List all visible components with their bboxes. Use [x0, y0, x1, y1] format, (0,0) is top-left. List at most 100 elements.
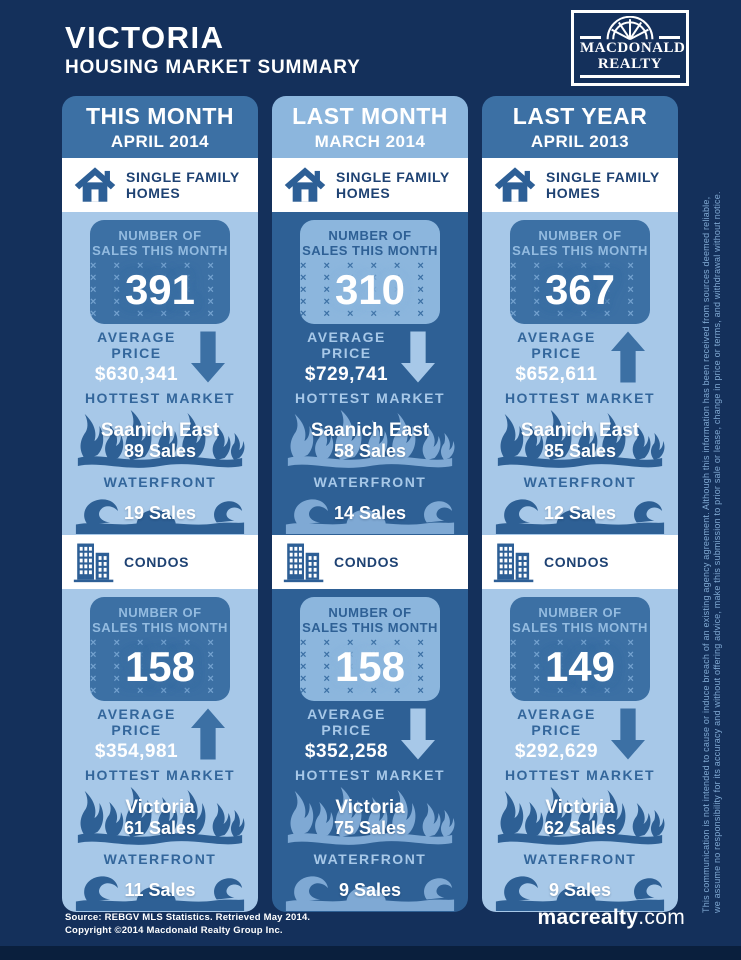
waterfront-sales-value: 11 Sales	[124, 879, 196, 900]
source-line1: Source: REBGV MLS Statistics. Retrieved …	[65, 912, 311, 923]
hottest-market-sales: 61 Sales	[123, 817, 197, 838]
buildings-icon	[283, 541, 325, 583]
sales-count-box: NUMBER OF SALES THIS MONTH × × × × × × ×…	[510, 220, 650, 324]
waterfront-block: 11 Sales	[72, 869, 248, 911]
legal-disclaimer: This communication is not intended to ca…	[701, 95, 723, 913]
buildings-icon	[73, 541, 115, 583]
condos-label: CONDOS	[334, 554, 400, 570]
condos-band: CONDOS	[62, 535, 258, 589]
average-label-line2: PRICE	[111, 344, 162, 361]
condos-label: CONDOS	[544, 554, 610, 570]
average-price-value: $729,741	[304, 363, 389, 385]
x-pattern: × × × × × × × × × × × × × × × × × × × × × …	[510, 260, 650, 320]
macdonald-realty-logo: MACDONALD REALTY	[571, 10, 689, 86]
logo-text-line2: REALTY	[597, 56, 663, 72]
logo-wheel-row	[580, 16, 680, 40]
period-label: LAST MONTH	[292, 102, 448, 129]
sales-count-value: 149	[544, 643, 616, 690]
trend-arrow-icon	[191, 330, 226, 384]
column-this-month: THIS MONTH APRIL 2014 SINGLE FAMILY HOME…	[62, 96, 258, 912]
sales-count-value: 158	[124, 643, 196, 690]
disclaimer-line2: we assume no responsibility for its accu…	[712, 191, 722, 913]
hottest-market-block: Victoria 75 Sales	[282, 785, 458, 849]
average-label-line1: AVERAGE	[97, 328, 176, 345]
source-line2: Copyright ©2014 Macdonald Realty Group I…	[65, 924, 283, 936]
average-price-value: $354,981	[94, 740, 179, 762]
trend-arrow-icon	[611, 707, 646, 761]
house-icon	[73, 166, 117, 204]
trend-arrow-icon	[610, 330, 645, 384]
columns-container: THIS MONTH APRIL 2014 SINGLE FAMILY HOME…	[62, 96, 678, 912]
x-pattern: × × × × × × × × × × × × × × × × × × × × × …	[300, 637, 440, 697]
condos-band: CONDOS	[272, 535, 468, 589]
buildings-icon	[493, 541, 535, 583]
sales-count-box: NUMBER OF SALES THIS MONTH × × × × × × ×…	[300, 220, 440, 324]
sales-count-box: NUMBER OF SALES THIS MONTH × × × × × × ×…	[300, 597, 440, 701]
logo-bottom-rule	[580, 75, 680, 78]
trend-arrow-icon	[401, 707, 436, 761]
sales-count-value: 158	[334, 643, 406, 690]
average-price-block: AVERAGE PRICE $630,341	[62, 328, 258, 386]
condos-section: NUMBER OF SALES THIS MONTH × × × × × × ×…	[62, 589, 258, 912]
hottest-market-block: Saanich East 85 Sales	[492, 408, 668, 472]
hottest-market-name: Victoria	[125, 796, 195, 818]
average-price-block: AVERAGE PRICE $729,741	[272, 328, 468, 386]
waterfront-sales-value: 19 Sales	[123, 502, 197, 523]
disclaimer-line1: This communication is not intended to ca…	[701, 196, 711, 913]
column-last-month: LAST MONTH MARCH 2014 SINGLE FAMILY HOME…	[272, 96, 468, 912]
average-price-value: $652,611	[515, 363, 598, 385]
sales-label-line1: NUMBER OF	[118, 228, 202, 243]
trend-arrow-icon	[191, 707, 226, 761]
hottest-market-sales: 85 Sales	[543, 440, 617, 461]
waterfront-sales-value: 14 Sales	[333, 502, 407, 523]
sales-count-value: 310	[334, 266, 406, 313]
x-pattern: × × × × × × × × × × × × × × × × × × × × × …	[90, 637, 230, 697]
column-header: LAST MONTH MARCH 2014	[272, 96, 468, 158]
page-subtitle: HOUSING MARKET SUMMARY	[65, 57, 361, 78]
average-price-value: $630,341	[94, 363, 179, 385]
waterfront-label: WATERFRONT	[103, 474, 217, 490]
waterfront-block: 9 Sales	[282, 869, 458, 911]
logo-left-rule	[580, 36, 601, 39]
sales-count-value: 367	[544, 266, 616, 313]
sales-count-value: 391	[124, 266, 196, 313]
condos-band: CONDOS	[482, 535, 678, 589]
hottest-market-block: Victoria 61 Sales	[72, 785, 248, 849]
hottest-market-label: HOTTEST MARKET	[84, 390, 236, 406]
waterfront-block: 14 Sales	[282, 492, 458, 534]
x-pattern: × × × × × × × × × × × × × × × × × × × × × …	[300, 260, 440, 320]
sales-count-box: NUMBER OF SALES THIS MONTH × × × × × × ×…	[90, 597, 230, 701]
x-pattern: × × × × × × × × × × × × × × × × × × × × × …	[90, 260, 230, 320]
hottest-market-sales: 62 Sales	[543, 817, 617, 838]
hottest-market-sales: 89 Sales	[123, 440, 197, 461]
average-price-block: AVERAGE PRICE $652,611	[482, 328, 678, 386]
column-header: LAST YEAR APRIL 2013	[482, 96, 678, 158]
condos-section: NUMBER OF SALES THIS MONTH × × × × × × ×…	[482, 589, 678, 912]
hottest-market-name: Victoria	[335, 796, 405, 818]
single-family-section: NUMBER OF SALES THIS MONTH × × × × × × ×…	[62, 212, 258, 535]
date-label: MARCH 2014	[314, 131, 426, 151]
hottest-market-sales: 58 Sales	[333, 440, 407, 461]
condos-label: CONDOS	[124, 554, 190, 570]
band-label-line2: HOMES	[126, 185, 181, 201]
average-price-block: AVERAGE PRICE $292,629	[482, 705, 678, 763]
single-family-section: NUMBER OF SALES THIS MONTH × × × × × × ×…	[482, 212, 678, 535]
hottest-market-block: Saanich East 58 Sales	[282, 408, 458, 472]
hottest-market-sales: 75 Sales	[333, 817, 407, 838]
hottest-market-name: Saanich East	[100, 419, 220, 441]
waterfront-sales-value: 9 Sales	[548, 879, 612, 900]
house-icon	[283, 166, 327, 204]
waterfront-sales-value: 12 Sales	[543, 502, 617, 523]
x-pattern: × × × × × × × × × × × × × × × × × × × × × …	[510, 637, 650, 697]
single-family-band: SINGLE FAMILY HOMES	[272, 158, 468, 212]
date-label: APRIL 2013	[530, 131, 630, 151]
hottest-market-name: Victoria	[545, 796, 615, 818]
sales-label-line2: SALES THIS MONTH	[92, 243, 228, 258]
waterfront-block: 12 Sales	[492, 492, 668, 534]
logo-right-rule	[659, 36, 680, 39]
period-label: LAST YEAR	[512, 102, 648, 129]
hottest-market-name: Saanich East	[520, 419, 640, 441]
waterfront-block: 9 Sales	[492, 869, 668, 911]
band-label-line1: SINGLE FAMILY	[126, 169, 240, 185]
